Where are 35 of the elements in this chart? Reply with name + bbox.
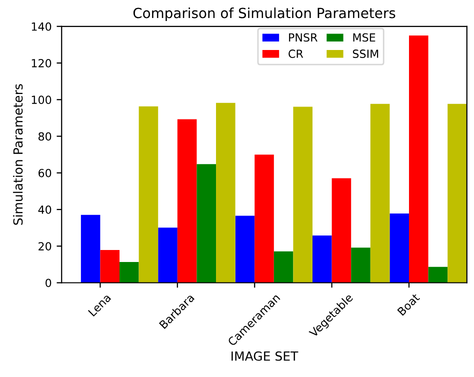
bar <box>80 214 100 283</box>
legend-label: PNSR <box>289 33 318 42</box>
bar <box>448 104 467 283</box>
bar <box>351 248 370 283</box>
bar <box>390 214 409 283</box>
legend-label: CR <box>288 50 304 58</box>
y-tick-label: 120 <box>32 58 52 68</box>
y-tick-label: 60 <box>38 168 52 178</box>
bar <box>274 251 294 283</box>
bar <box>216 102 236 283</box>
bar <box>254 154 274 283</box>
bar <box>408 36 428 283</box>
y-tick-label: 0 <box>46 278 52 288</box>
bar <box>120 262 139 283</box>
bar <box>158 228 178 283</box>
y-tick-label: 80 <box>38 132 52 141</box>
bar <box>177 119 197 283</box>
y-tick-label: 140 <box>32 22 52 31</box>
bar <box>138 106 158 283</box>
bar <box>235 216 255 283</box>
bar <box>332 178 352 283</box>
y-tick-label: 20 <box>38 242 52 251</box>
x-axis-title: IMAGE SET <box>232 351 298 361</box>
bar <box>196 164 216 283</box>
bar <box>428 266 448 283</box>
legend-label: MSE <box>353 33 376 42</box>
y-tick-label: 100 <box>32 96 52 104</box>
bar <box>370 104 390 283</box>
bar <box>312 236 332 283</box>
bar <box>293 106 312 283</box>
legend-label: SSIM <box>352 50 378 58</box>
y-tick-label: 40 <box>38 205 52 214</box>
y-axis-title: Simulation Parameters <box>13 84 23 225</box>
bar <box>100 250 120 283</box>
chart-title: Comparison of Simulation Parameters <box>133 8 396 21</box>
